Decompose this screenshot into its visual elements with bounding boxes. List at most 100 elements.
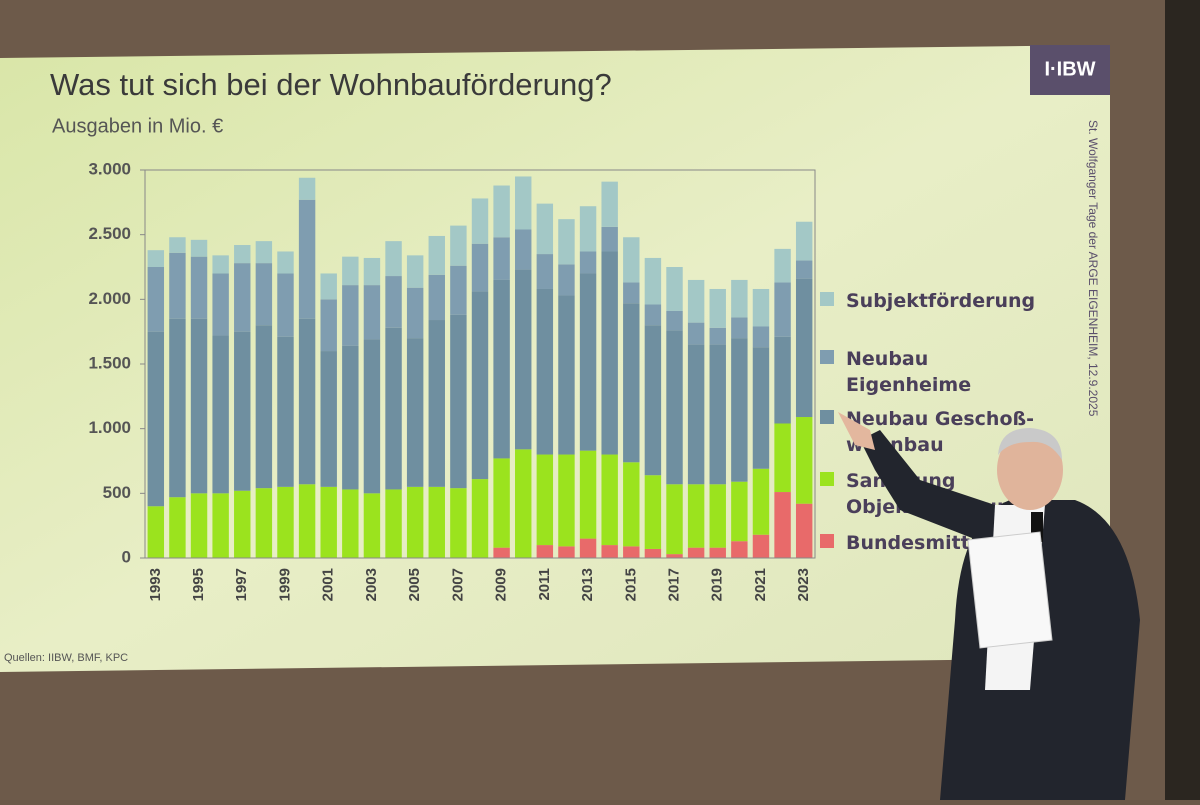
bar-segment [666,330,683,485]
bar-segment [363,493,381,558]
bar-segment [169,237,186,253]
legend-label: Neubau Geschoß-wohnbau [846,408,1035,456]
bar-segment [601,226,618,252]
bar-segment [147,331,165,507]
bar-segment [450,314,467,489]
bar-segment [493,237,510,280]
bar-segment [385,489,402,558]
bar-segment [666,554,683,558]
bar-segment [536,203,554,255]
legend-item: Neubau Eigenheime [820,346,1040,398]
bar-segment [320,299,337,352]
bar-segment [752,347,770,469]
bar-segment [752,288,770,327]
bar-segment [190,318,208,494]
bar-segment [731,317,748,339]
legend-swatch [820,350,834,364]
bar-segment [190,256,208,319]
y-tick-label: 2.000 [88,289,131,308]
y-tick-label: 1.000 [88,418,131,437]
bar-segment [536,288,554,455]
bar-segment [277,336,294,487]
legend-swatch [820,410,834,424]
source: Quellen: IIBW, BMF, KPC [4,652,128,664]
bar-segment [644,304,662,326]
bar-segment [687,279,705,323]
bar-segment [450,488,467,558]
bar-segment [601,251,618,455]
bar-segment [298,199,316,319]
bar-segment [709,344,726,485]
legend-label: Sanierung Objektförderung [846,470,1025,518]
legend-label: Bundesmittel [846,532,990,554]
bar-segment [623,303,640,463]
legend-swatch [820,534,834,548]
bar-segment [709,327,726,345]
x-tick-label: 2005 [406,568,423,601]
bar-segment [169,252,186,319]
x-tick-label: 1993 [147,568,164,601]
bar-segment [752,326,770,348]
bar-segment [385,241,402,277]
bar-segment [428,320,445,487]
bar-segment [579,273,597,451]
bar-segment [795,260,813,279]
bar-segment [385,276,402,328]
bar-segment [623,462,640,547]
bar-segment [385,327,402,490]
logo-box [1030,45,1110,95]
bar-segment [234,245,251,264]
bar-segment [234,263,251,332]
x-tick-label: 2009 [493,568,510,601]
bar-segment [731,541,748,558]
bar-segment [579,450,597,539]
bar-segment [709,484,726,548]
bar-segment [342,489,359,558]
bar-segment [450,265,467,315]
bar-segment [471,291,489,480]
bar-segment [731,338,748,482]
bar-segment [795,503,813,558]
logo: I·IBW [1044,58,1095,80]
bar-segment [406,287,424,339]
bar-segment [644,325,662,476]
bar-segment [601,545,618,558]
x-tick-label: 2007 [449,568,466,601]
bar-segment [558,546,575,558]
bar-segment [406,486,424,558]
bar-segment [363,339,381,494]
bar-segment [234,331,251,491]
bar-segment [644,257,662,305]
bar-segment [579,206,597,252]
bar-segment [471,479,489,558]
bar-segment [471,243,489,292]
bar-segment [212,493,229,558]
bar-segment [234,490,251,558]
bar-segment [363,285,381,340]
bar-segment [515,449,532,558]
bar-segment [731,279,748,318]
bar-segment [515,176,532,230]
bar-segment [255,263,273,326]
bar-segment [493,458,510,548]
x-tick-label: 2003 [363,568,380,601]
bar-segment [558,454,575,547]
x-tick-label: 2017 [665,568,682,601]
bar-segment [601,181,618,227]
bar-segment [212,255,229,274]
bar-segment [428,235,445,275]
y-tick-label: 2.500 [88,224,131,243]
bar-segment [277,251,294,274]
bar-segment [277,273,294,337]
bar-segment [169,497,186,558]
bar-segment [147,506,165,558]
bar-segment [212,273,229,336]
bar-segment [558,219,575,265]
legend-item: Sanierung Objektförderung [820,468,1040,520]
x-tick-label: 1997 [233,568,250,601]
legend-item: Neubau Geschoß-wohnbau [820,406,1040,458]
bar-segment [298,318,316,485]
legend-swatch [820,472,834,486]
x-tick-label: 2001 [320,568,337,601]
